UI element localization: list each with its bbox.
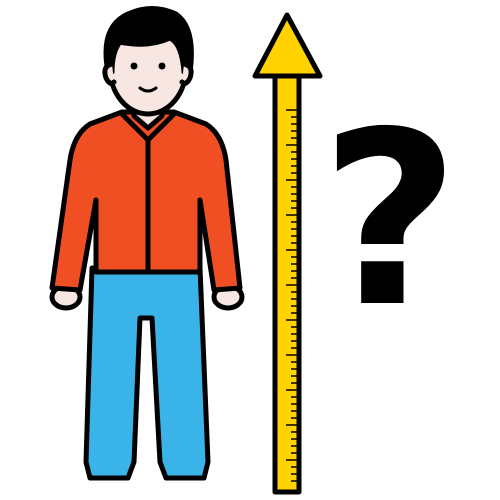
ear xyxy=(179,61,194,86)
collar xyxy=(119,111,177,143)
question-mark: ? xyxy=(320,80,459,360)
eye xyxy=(130,62,138,70)
ruler-ticks xyxy=(286,109,297,482)
eye xyxy=(158,62,166,70)
mouth xyxy=(138,86,158,93)
ear xyxy=(102,61,117,86)
person xyxy=(49,6,245,481)
ruler-arrow xyxy=(252,12,323,495)
arrow-head xyxy=(252,12,323,79)
shaft xyxy=(272,71,302,495)
pants xyxy=(83,265,211,481)
face-features xyxy=(130,62,166,93)
